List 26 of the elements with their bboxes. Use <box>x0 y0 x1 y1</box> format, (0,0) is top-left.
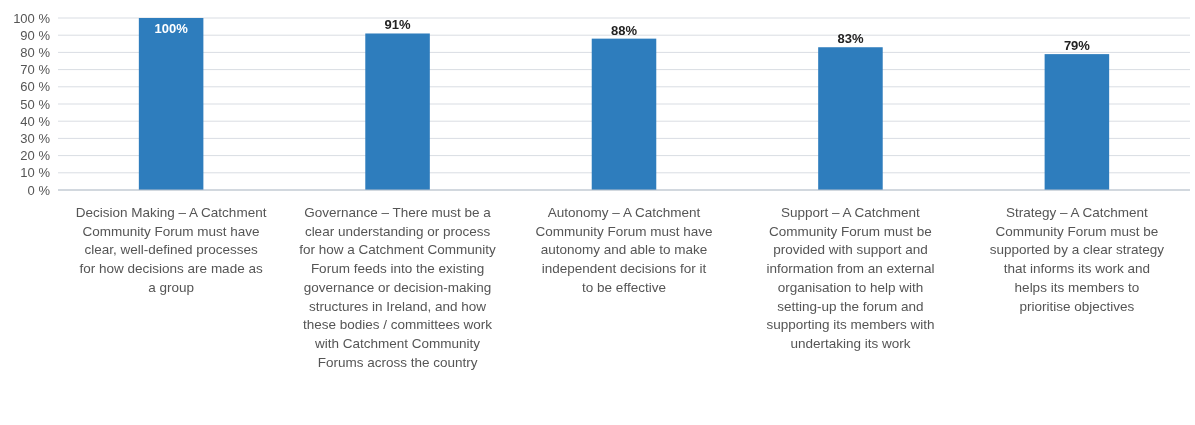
data-label: 88% <box>610 22 638 38</box>
y-tick-label: 0 % <box>27 182 51 198</box>
y-tick-label: 70 % <box>20 62 51 78</box>
y-tick-label: 20 % <box>20 148 51 164</box>
bar <box>365 33 430 190</box>
y-tick-label: 90 % <box>20 27 51 43</box>
data-label: 100% <box>154 21 189 36</box>
y-tick-label: 40 % <box>20 113 51 129</box>
x-tick-label: Autonomy – A Catchment Community Forum must have autonomy and able to make independent decisions for it to be effective <box>535 205 713 295</box>
data-label: 79% <box>1063 38 1091 54</box>
x-tick-label: Support – A Catchment Community Forum must be provided with support and information from an external organisation to help with setting-up the forum and supporting its members with undertaking its work <box>766 205 935 351</box>
y-tick-label: 100 % <box>13 10 51 26</box>
y-tick-label: 60 % <box>20 79 51 95</box>
bar <box>591 38 657 190</box>
data-label: 91% <box>384 17 411 33</box>
y-tick-label: 30 % <box>20 130 51 146</box>
y-tick-label: 80 % <box>20 44 51 60</box>
category-label: Governance – There must be a clear understanding or process for how a Catchment Community Forum feeds into the existing governance or decision-making structures in Ireland, and how these bodies / committees work with Catchment Community Forums across the country <box>299 205 496 370</box>
x-tick-label: Strategy – A Catchment Community Forum must be supported by a clear strategy that informs its work and helps its members to prioritise objectives <box>989 205 1165 314</box>
bar <box>138 18 204 190</box>
bar <box>818 47 883 190</box>
x-tick-label: Decision Making – A Catchment Community Forum must have clear, well-defined processes for how decisions are made as a group <box>75 205 267 295</box>
data-label: 83% <box>837 31 864 47</box>
y-tick-label: 50 % <box>20 96 51 112</box>
y-tick-label: 10 % <box>20 165 51 181</box>
bar <box>1044 54 1110 190</box>
